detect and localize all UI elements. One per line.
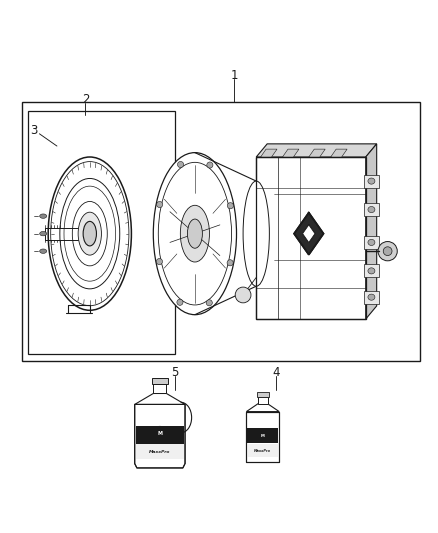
Ellipse shape <box>257 430 269 441</box>
Ellipse shape <box>40 231 47 236</box>
Ellipse shape <box>383 247 392 255</box>
Ellipse shape <box>368 268 375 274</box>
Polygon shape <box>283 149 299 157</box>
Ellipse shape <box>378 241 397 261</box>
Ellipse shape <box>235 287 251 303</box>
Ellipse shape <box>48 157 131 310</box>
Bar <box>364 290 379 304</box>
Polygon shape <box>261 149 277 157</box>
Bar <box>247 427 279 443</box>
Ellipse shape <box>153 152 237 314</box>
Bar <box>28 111 175 354</box>
Bar <box>258 397 268 403</box>
Polygon shape <box>246 403 279 411</box>
Polygon shape <box>256 157 366 319</box>
Ellipse shape <box>206 300 212 306</box>
Ellipse shape <box>40 249 47 253</box>
Ellipse shape <box>177 299 183 305</box>
Text: MaxxPro: MaxxPro <box>149 450 170 454</box>
Ellipse shape <box>157 201 163 207</box>
Ellipse shape <box>368 239 375 246</box>
Bar <box>364 203 379 216</box>
Text: 5: 5 <box>172 366 179 379</box>
Polygon shape <box>294 213 324 255</box>
Bar <box>136 426 184 443</box>
Ellipse shape <box>368 206 375 213</box>
Text: 3: 3 <box>31 124 38 137</box>
Bar <box>257 392 269 397</box>
Bar <box>247 444 279 457</box>
Polygon shape <box>366 144 377 319</box>
Ellipse shape <box>151 426 169 441</box>
Ellipse shape <box>243 181 269 286</box>
Text: M: M <box>157 431 162 436</box>
Bar <box>364 264 379 278</box>
Bar <box>364 236 379 249</box>
Text: 1: 1 <box>230 69 238 83</box>
Ellipse shape <box>156 259 162 265</box>
Bar <box>153 384 166 393</box>
Bar <box>246 411 279 462</box>
Ellipse shape <box>78 212 102 255</box>
Polygon shape <box>331 149 347 157</box>
Ellipse shape <box>40 214 47 219</box>
Ellipse shape <box>227 203 233 209</box>
Text: MaxxPro: MaxxPro <box>254 449 271 453</box>
Bar <box>152 378 168 384</box>
Ellipse shape <box>180 205 209 262</box>
Polygon shape <box>309 149 325 157</box>
Polygon shape <box>256 144 377 157</box>
Polygon shape <box>303 225 315 243</box>
Bar <box>22 102 420 361</box>
Ellipse shape <box>187 219 202 248</box>
Bar <box>246 411 279 462</box>
Polygon shape <box>135 393 185 405</box>
Ellipse shape <box>207 162 213 168</box>
Bar <box>256 157 366 319</box>
Ellipse shape <box>60 179 120 289</box>
Ellipse shape <box>368 178 375 184</box>
Polygon shape <box>135 405 185 468</box>
Text: M: M <box>261 434 265 438</box>
Text: 4: 4 <box>272 366 280 379</box>
Bar <box>364 174 379 188</box>
Bar <box>136 444 184 459</box>
Ellipse shape <box>83 221 96 246</box>
Text: 2: 2 <box>81 93 89 106</box>
Ellipse shape <box>368 294 375 300</box>
Ellipse shape <box>227 260 233 266</box>
Ellipse shape <box>177 161 184 167</box>
